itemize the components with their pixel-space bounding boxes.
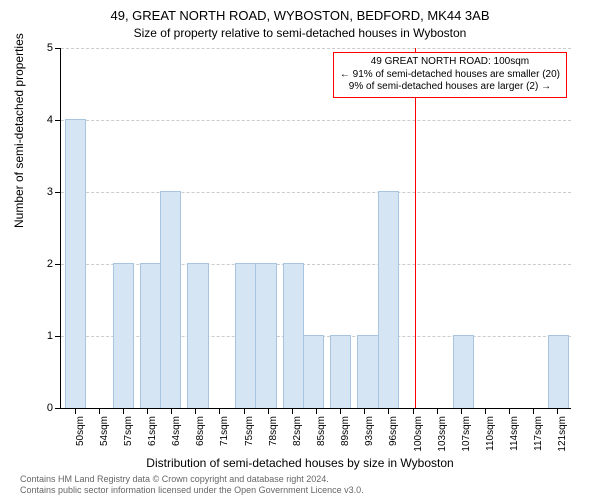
footer-line-1: Contains HM Land Registry data © Crown c… bbox=[20, 474, 364, 485]
y-tick-label: 2 bbox=[35, 258, 53, 270]
grid-line bbox=[61, 192, 571, 193]
y-axis-label: Number of semi-detached properties bbox=[12, 33, 26, 228]
chart-title-main: 49, GREAT NORTH ROAD, WYBOSTON, BEDFORD,… bbox=[0, 8, 600, 23]
bar bbox=[378, 191, 399, 408]
y-tick-label: 1 bbox=[35, 330, 53, 342]
y-tick bbox=[55, 120, 61, 121]
grid-line bbox=[61, 264, 571, 265]
x-tick bbox=[195, 408, 196, 414]
x-tick bbox=[99, 408, 100, 414]
footer-attribution: Contains HM Land Registry data © Crown c… bbox=[20, 474, 364, 496]
x-tick bbox=[123, 408, 124, 414]
y-tick-label: 0 bbox=[35, 402, 53, 414]
x-tick bbox=[364, 408, 365, 414]
bar bbox=[160, 191, 181, 408]
x-tick bbox=[316, 408, 317, 414]
x-tick bbox=[292, 408, 293, 414]
x-tick bbox=[75, 408, 76, 414]
plot-area: 01234550sqm54sqm57sqm61sqm64sqm68sqm71sq… bbox=[60, 48, 571, 409]
x-tick bbox=[509, 408, 510, 414]
x-tick bbox=[485, 408, 486, 414]
annotation-line: 49 GREAT NORTH ROAD: 100sqm bbox=[340, 56, 560, 69]
y-tick-label: 3 bbox=[35, 186, 53, 198]
bar bbox=[548, 335, 569, 408]
x-tick bbox=[219, 408, 220, 414]
y-tick-label: 4 bbox=[35, 114, 53, 126]
bar bbox=[140, 263, 161, 408]
y-tick bbox=[55, 192, 61, 193]
x-tick bbox=[388, 408, 389, 414]
x-axis-label: Distribution of semi-detached houses by … bbox=[0, 456, 600, 470]
x-tick bbox=[147, 408, 148, 414]
grid-line bbox=[61, 48, 571, 49]
annotation-line: ← 91% of semi-detached houses are smalle… bbox=[340, 69, 560, 82]
bar bbox=[65, 119, 86, 408]
chart-container: 49, GREAT NORTH ROAD, WYBOSTON, BEDFORD,… bbox=[0, 0, 600, 500]
x-tick bbox=[533, 408, 534, 414]
annotation-box: 49 GREAT NORTH ROAD: 100sqm← 91% of semi… bbox=[333, 52, 567, 98]
x-tick bbox=[340, 408, 341, 414]
footer-line-2: Contains public sector information licen… bbox=[20, 485, 364, 496]
x-tick bbox=[171, 408, 172, 414]
x-tick bbox=[557, 408, 558, 414]
y-tick-label: 5 bbox=[35, 42, 53, 54]
x-tick bbox=[268, 408, 269, 414]
y-tick bbox=[55, 264, 61, 265]
y-tick bbox=[55, 408, 61, 409]
bar bbox=[235, 263, 256, 408]
marker-line bbox=[415, 48, 416, 408]
bar bbox=[283, 263, 304, 408]
bar bbox=[255, 263, 276, 408]
bar bbox=[113, 263, 134, 408]
bar bbox=[187, 263, 208, 408]
annotation-line: 9% of semi-detached houses are larger (2… bbox=[340, 81, 560, 94]
x-tick bbox=[413, 408, 414, 414]
bar bbox=[303, 335, 324, 408]
x-tick bbox=[461, 408, 462, 414]
chart-title-sub: Size of property relative to semi-detach… bbox=[0, 26, 600, 40]
bar bbox=[330, 335, 351, 408]
y-tick bbox=[55, 336, 61, 337]
grid-line bbox=[61, 120, 571, 121]
x-tick bbox=[437, 408, 438, 414]
bar bbox=[453, 335, 474, 408]
bar bbox=[357, 335, 378, 408]
x-tick bbox=[244, 408, 245, 414]
y-tick bbox=[55, 48, 61, 49]
